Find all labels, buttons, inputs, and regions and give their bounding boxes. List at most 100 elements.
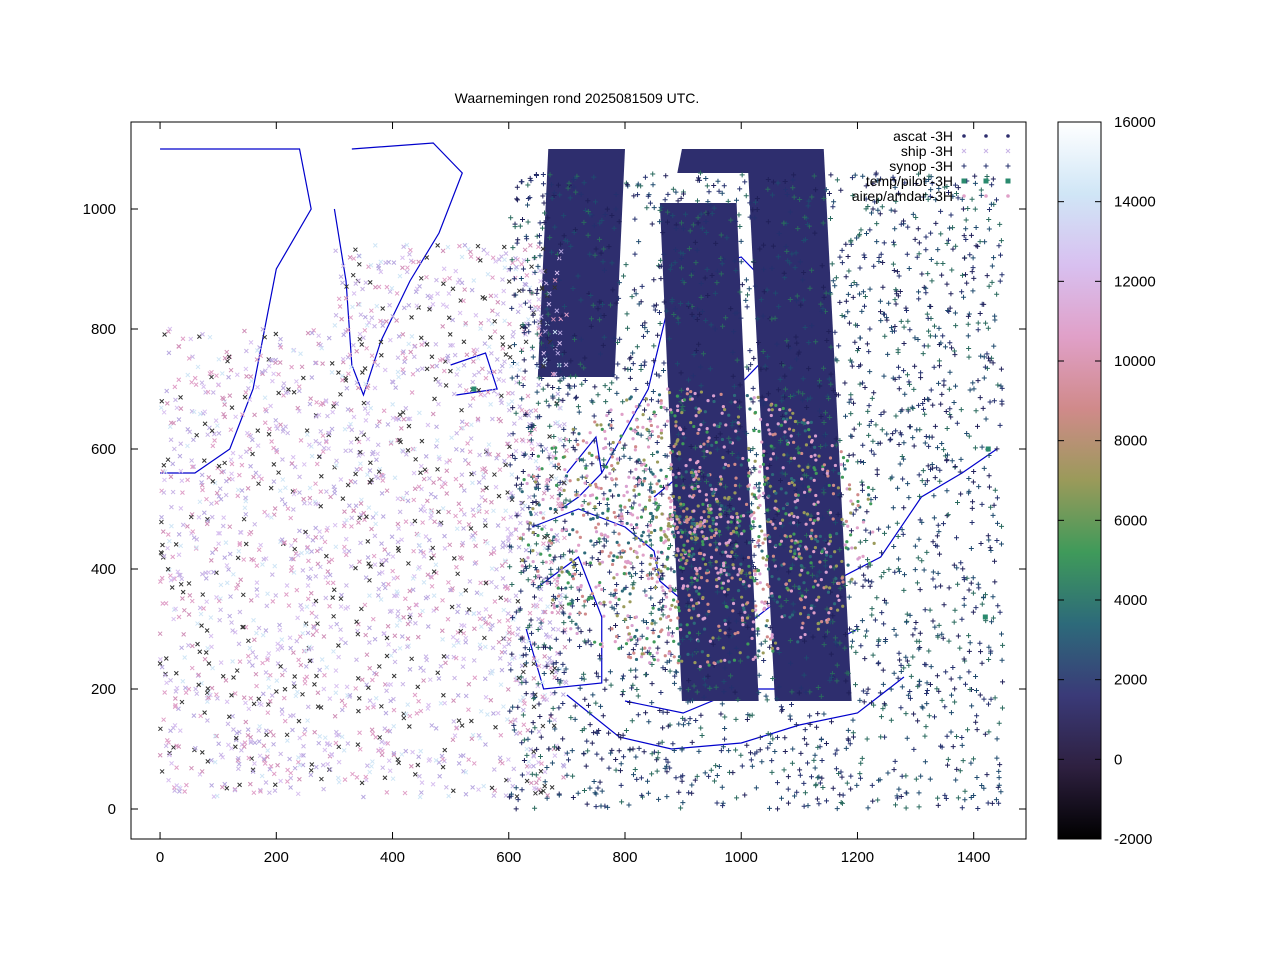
ship-marker (272, 506, 278, 511)
ship-marker (472, 372, 477, 378)
synop-marker (823, 798, 829, 804)
synop-marker (916, 638, 922, 644)
ship-marker (249, 437, 255, 443)
synop-marker (936, 622, 942, 628)
ship-marker (330, 595, 336, 600)
airep-marker (648, 498, 652, 502)
ship-marker (353, 686, 359, 691)
ship-marker (510, 493, 515, 499)
synop-marker (641, 749, 647, 755)
ship-marker (402, 355, 408, 361)
synop-marker (520, 469, 526, 475)
synop-marker (514, 373, 520, 379)
ship-marker (207, 334, 213, 340)
ship-marker (301, 496, 306, 502)
ship-marker (243, 390, 249, 395)
synop-marker (959, 735, 965, 741)
ship-marker (420, 504, 426, 509)
synop-marker (743, 297, 749, 303)
synop-marker (744, 742, 750, 748)
synop-marker (540, 181, 546, 187)
synop-marker (797, 767, 803, 773)
ship-marker (515, 309, 521, 315)
synop-marker (556, 705, 562, 711)
ship-marker (435, 243, 441, 248)
synop-marker (852, 339, 858, 345)
synop-marker (948, 676, 954, 682)
synop-marker (997, 609, 1003, 615)
synop-marker (833, 766, 839, 772)
airep-marker (760, 529, 764, 533)
ship-marker (336, 779, 342, 785)
synop-marker (531, 594, 537, 600)
coastline (525, 556, 603, 690)
ship-marker (477, 452, 482, 458)
ship-marker (375, 593, 381, 598)
synop-marker (990, 594, 996, 600)
synop-marker (635, 693, 641, 699)
synop-marker (932, 423, 938, 429)
ship-marker (517, 415, 523, 421)
synop-marker (859, 479, 865, 485)
ship-marker (203, 570, 209, 576)
synop-marker (951, 619, 957, 625)
synop-marker (859, 308, 865, 314)
ship-marker (340, 263, 346, 269)
ship-marker (391, 673, 397, 679)
ship-marker (189, 379, 195, 385)
ship-marker (463, 320, 469, 326)
ship-marker (194, 691, 200, 697)
ship-marker (497, 368, 503, 374)
ship-marker (174, 765, 179, 771)
ship-marker (373, 284, 378, 290)
ship-marker (259, 476, 264, 482)
synop-marker (535, 400, 541, 406)
ship-marker (445, 353, 451, 359)
ship-marker (527, 431, 533, 437)
synop-marker (650, 182, 656, 188)
ship-marker (508, 548, 513, 554)
ship-marker (268, 403, 273, 409)
ship-marker (424, 274, 429, 280)
synop-marker (997, 762, 1003, 768)
ship-marker (218, 582, 224, 588)
ship-marker (518, 303, 523, 308)
synop-marker (751, 355, 757, 361)
ship-marker (502, 257, 507, 263)
ship-marker (487, 614, 493, 619)
synop-marker (861, 699, 867, 705)
synop-marker (857, 539, 863, 545)
ship-marker (345, 741, 351, 746)
ship-marker (255, 443, 261, 448)
ship-marker (325, 580, 331, 586)
ship-marker (363, 575, 369, 581)
ship-marker (478, 392, 484, 397)
synop-marker (893, 413, 899, 419)
ship-marker (199, 380, 205, 386)
synop-marker (513, 785, 519, 791)
ship-marker (522, 247, 528, 253)
ship-marker (440, 756, 446, 762)
ship-marker (383, 710, 389, 716)
ship-marker (247, 397, 253, 402)
synop-marker (970, 288, 976, 294)
synop-marker (945, 512, 951, 518)
synop-marker (851, 426, 857, 432)
ship-marker (552, 329, 558, 335)
synop-marker (544, 575, 550, 581)
ship-marker (503, 251, 509, 256)
ship-marker (497, 755, 503, 761)
ship-marker (489, 785, 495, 791)
ship-marker (326, 335, 332, 341)
ship-marker (248, 695, 254, 701)
ship-marker (413, 620, 418, 626)
synop-marker (743, 193, 749, 199)
ship-marker (295, 791, 301, 797)
synop-marker (545, 382, 551, 388)
synop-marker (888, 325, 894, 331)
ship-marker (454, 725, 459, 731)
ship-marker (302, 731, 307, 737)
synop-marker (871, 263, 877, 269)
ship-marker (448, 343, 453, 348)
ship-marker (323, 595, 329, 601)
